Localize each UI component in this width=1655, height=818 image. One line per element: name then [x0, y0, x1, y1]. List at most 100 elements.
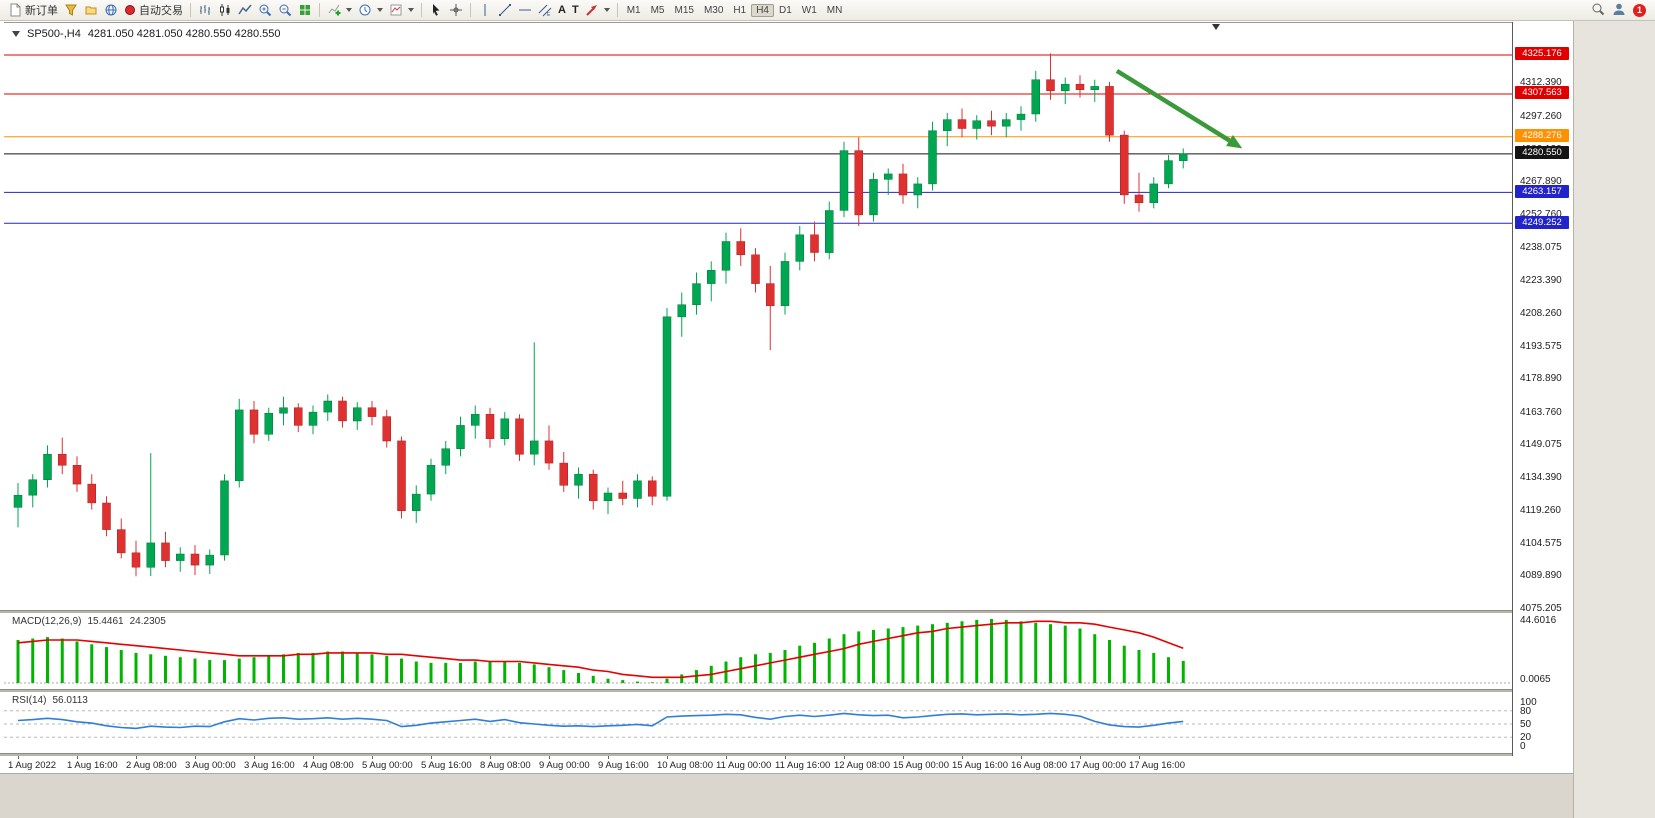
bar-chart-icon [198, 3, 212, 17]
main-chart-plot[interactable]: SP500-,H4 4281.050 4281.050 4280.550 428… [4, 22, 1512, 611]
time-tick [254, 756, 255, 759]
time-tick [372, 756, 373, 759]
text-label-icon: T [571, 4, 579, 16]
notification-badge[interactable]: 1 [1633, 3, 1646, 17]
equidistant-channel-tool-button[interactable]: E [535, 1, 555, 20]
price-tick: 4104.575 [1520, 537, 1562, 549]
price-axis[interactable]: 4312.3904297.2604282.1304267.8904252.760… [1512, 22, 1573, 772]
templates-button[interactable] [386, 1, 417, 20]
timeframe-m30[interactable]: M30 [703, 4, 724, 16]
market-watch-button[interactable] [61, 1, 81, 20]
text-label-tool-button[interactable]: T [569, 1, 582, 20]
panel-splitter[interactable] [0, 689, 1573, 692]
time-label: 17 Aug 00:00 [1070, 760, 1126, 771]
price-tick: 4163.760 [1520, 406, 1562, 418]
auto-trading-button[interactable]: 自动交易 [121, 1, 186, 20]
rsi-value: 56.0113 [52, 695, 88, 706]
time-axis[interactable]: 1 Aug 2022 1 Aug 16:00 2 Aug 08:00 3 Aug 00… [4, 756, 1573, 772]
time-tick [77, 756, 78, 759]
add-indicator-button[interactable] [324, 1, 355, 20]
zoom-out-button[interactable] [275, 1, 295, 20]
line-chart-button[interactable] [235, 1, 255, 20]
macd-chart [4, 619, 1512, 684]
separator [319, 3, 320, 17]
chart-shift-marker-icon[interactable] [1212, 24, 1220, 30]
zoom-out-icon [278, 3, 292, 17]
alerts-button[interactable] [101, 1, 121, 20]
new-order-label: 新订单 [25, 5, 58, 17]
horizontal-line-icon [518, 3, 532, 17]
time-label: 16 Aug 08:00 [1011, 760, 1067, 771]
folder-icon [84, 3, 98, 17]
ohlc-quotes: 4281.050 4281.050 4280.550 4280.550 [87, 28, 281, 40]
panel-splitter[interactable] [0, 610, 1573, 613]
macd-panel[interactable]: MACD(12,26,9) 15.4461 24.2305 [4, 613, 1512, 689]
right-gutter [1573, 21, 1655, 818]
rsi-title: RSI(14) [12, 695, 47, 706]
crosshair-tool-button[interactable] [446, 1, 466, 20]
time-tick [18, 756, 19, 759]
rsi-header: RSI(14) 56.0113 [12, 695, 88, 706]
timeframe-m5[interactable]: M5 [650, 4, 665, 16]
timeframe-h4[interactable]: H4 [751, 3, 774, 17]
navigator-button[interactable] [81, 1, 101, 20]
rsi-panel[interactable]: RSI(14) 56.0113 [4, 692, 1512, 753]
horizontal-line-tool-button[interactable] [515, 1, 535, 20]
time-label: 12 Aug 08:00 [834, 760, 890, 771]
price-tick: 4252.760 [1520, 209, 1562, 221]
chevron-down-icon [377, 8, 383, 12]
vertical-line-tool-button[interactable] [475, 1, 495, 20]
user-icon[interactable] [1612, 2, 1626, 19]
price-line-badge: 4307.563 [1515, 86, 1569, 100]
price-tick: 4223.390 [1520, 274, 1562, 286]
separator [616, 3, 618, 17]
new-order-button[interactable]: 新订单 [5, 1, 61, 20]
separator [470, 3, 471, 17]
bar-chart-button[interactable] [195, 1, 215, 20]
time-label: 8 Aug 08:00 [480, 760, 531, 771]
trendline-tool-button[interactable] [495, 1, 515, 20]
time-label: 5 Aug 00:00 [362, 760, 413, 771]
price-tick: 4297.260 [1520, 110, 1562, 122]
zoom-in-button[interactable] [255, 1, 275, 20]
timeframe-w1[interactable]: W1 [801, 4, 817, 16]
time-label: 4 Aug 08:00 [303, 760, 354, 771]
periods-button[interactable] [355, 1, 386, 20]
timeframe-d1[interactable]: D1 [779, 4, 792, 16]
tile-windows-icon [298, 3, 312, 17]
timeframe-m1[interactable]: M1 [626, 4, 641, 16]
tile-windows-button[interactable] [295, 1, 315, 20]
time-tick [844, 756, 845, 759]
rsi-scale-label: 50 [1520, 719, 1532, 730]
candlestick-chart-button[interactable] [215, 1, 235, 20]
time-tick [136, 756, 137, 759]
arrows-tool-button[interactable] [582, 1, 613, 20]
timeframe-m15[interactable]: M15 [674, 4, 694, 16]
price-line-badge: 4249.252 [1515, 215, 1569, 229]
time-label: 15 Aug 16:00 [952, 760, 1008, 771]
crosshair-icon [449, 3, 463, 17]
rsi-scale-label: 0 [1520, 741, 1526, 752]
search-icon[interactable] [1591, 2, 1605, 19]
vertical-line-icon [478, 3, 492, 17]
one-click-trading-toggle-icon[interactable] [12, 31, 20, 37]
timeframe-h1[interactable]: H1 [733, 4, 747, 16]
auto-trading-status-icon [124, 4, 136, 16]
macd-main-value: 15.4461 [87, 616, 124, 627]
macd-signal-value: 24.2305 [129, 616, 166, 627]
time-tick [1021, 756, 1022, 759]
time-label: 10 Aug 08:00 [657, 760, 713, 771]
price-tick: 4149.075 [1520, 439, 1562, 451]
price-line-badge: 4263.157 [1515, 184, 1569, 198]
price-line-badge: 4288.276 [1515, 129, 1569, 143]
text-tool-button[interactable]: A [555, 1, 569, 20]
candlestick-icon [218, 3, 232, 17]
timeframe-mn[interactable]: MN [826, 4, 843, 16]
time-label: 3 Aug 16:00 [244, 760, 295, 771]
time-tick [903, 756, 904, 759]
cursor-tool-button[interactable] [426, 1, 446, 20]
time-tick [1139, 756, 1140, 759]
price-tick: 4134.390 [1520, 471, 1562, 483]
panel-splitter[interactable] [0, 753, 1573, 756]
